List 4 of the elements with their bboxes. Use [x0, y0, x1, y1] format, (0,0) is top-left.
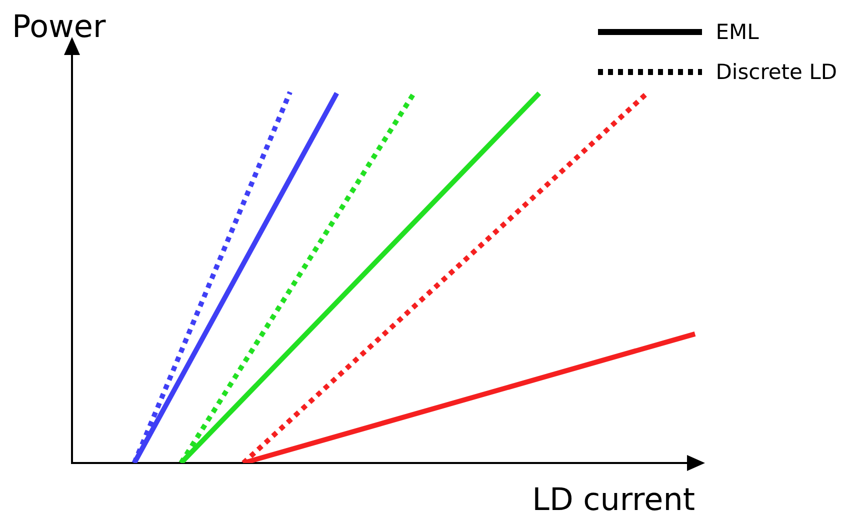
x-axis-title: LD current — [532, 482, 695, 518]
legend-label: EML — [716, 20, 759, 44]
legend-label: Discrete LD — [716, 60, 837, 84]
y-axis-title: Power — [12, 9, 106, 45]
